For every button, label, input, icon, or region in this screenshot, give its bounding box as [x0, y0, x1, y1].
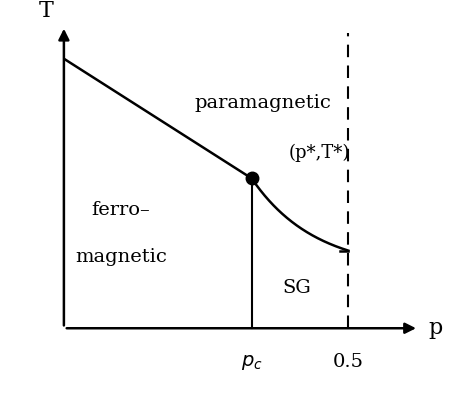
Text: T: T: [38, 0, 53, 23]
Text: magnetic: magnetic: [75, 248, 167, 265]
Text: SG: SG: [283, 279, 311, 297]
Text: paramagnetic: paramagnetic: [194, 94, 331, 113]
Text: p: p: [428, 317, 442, 339]
Text: $p_c$: $p_c$: [241, 353, 263, 372]
Text: ferro–: ferro–: [91, 201, 150, 219]
Text: 0.5: 0.5: [333, 353, 364, 371]
Text: (p*,T*): (p*,T*): [289, 143, 350, 162]
